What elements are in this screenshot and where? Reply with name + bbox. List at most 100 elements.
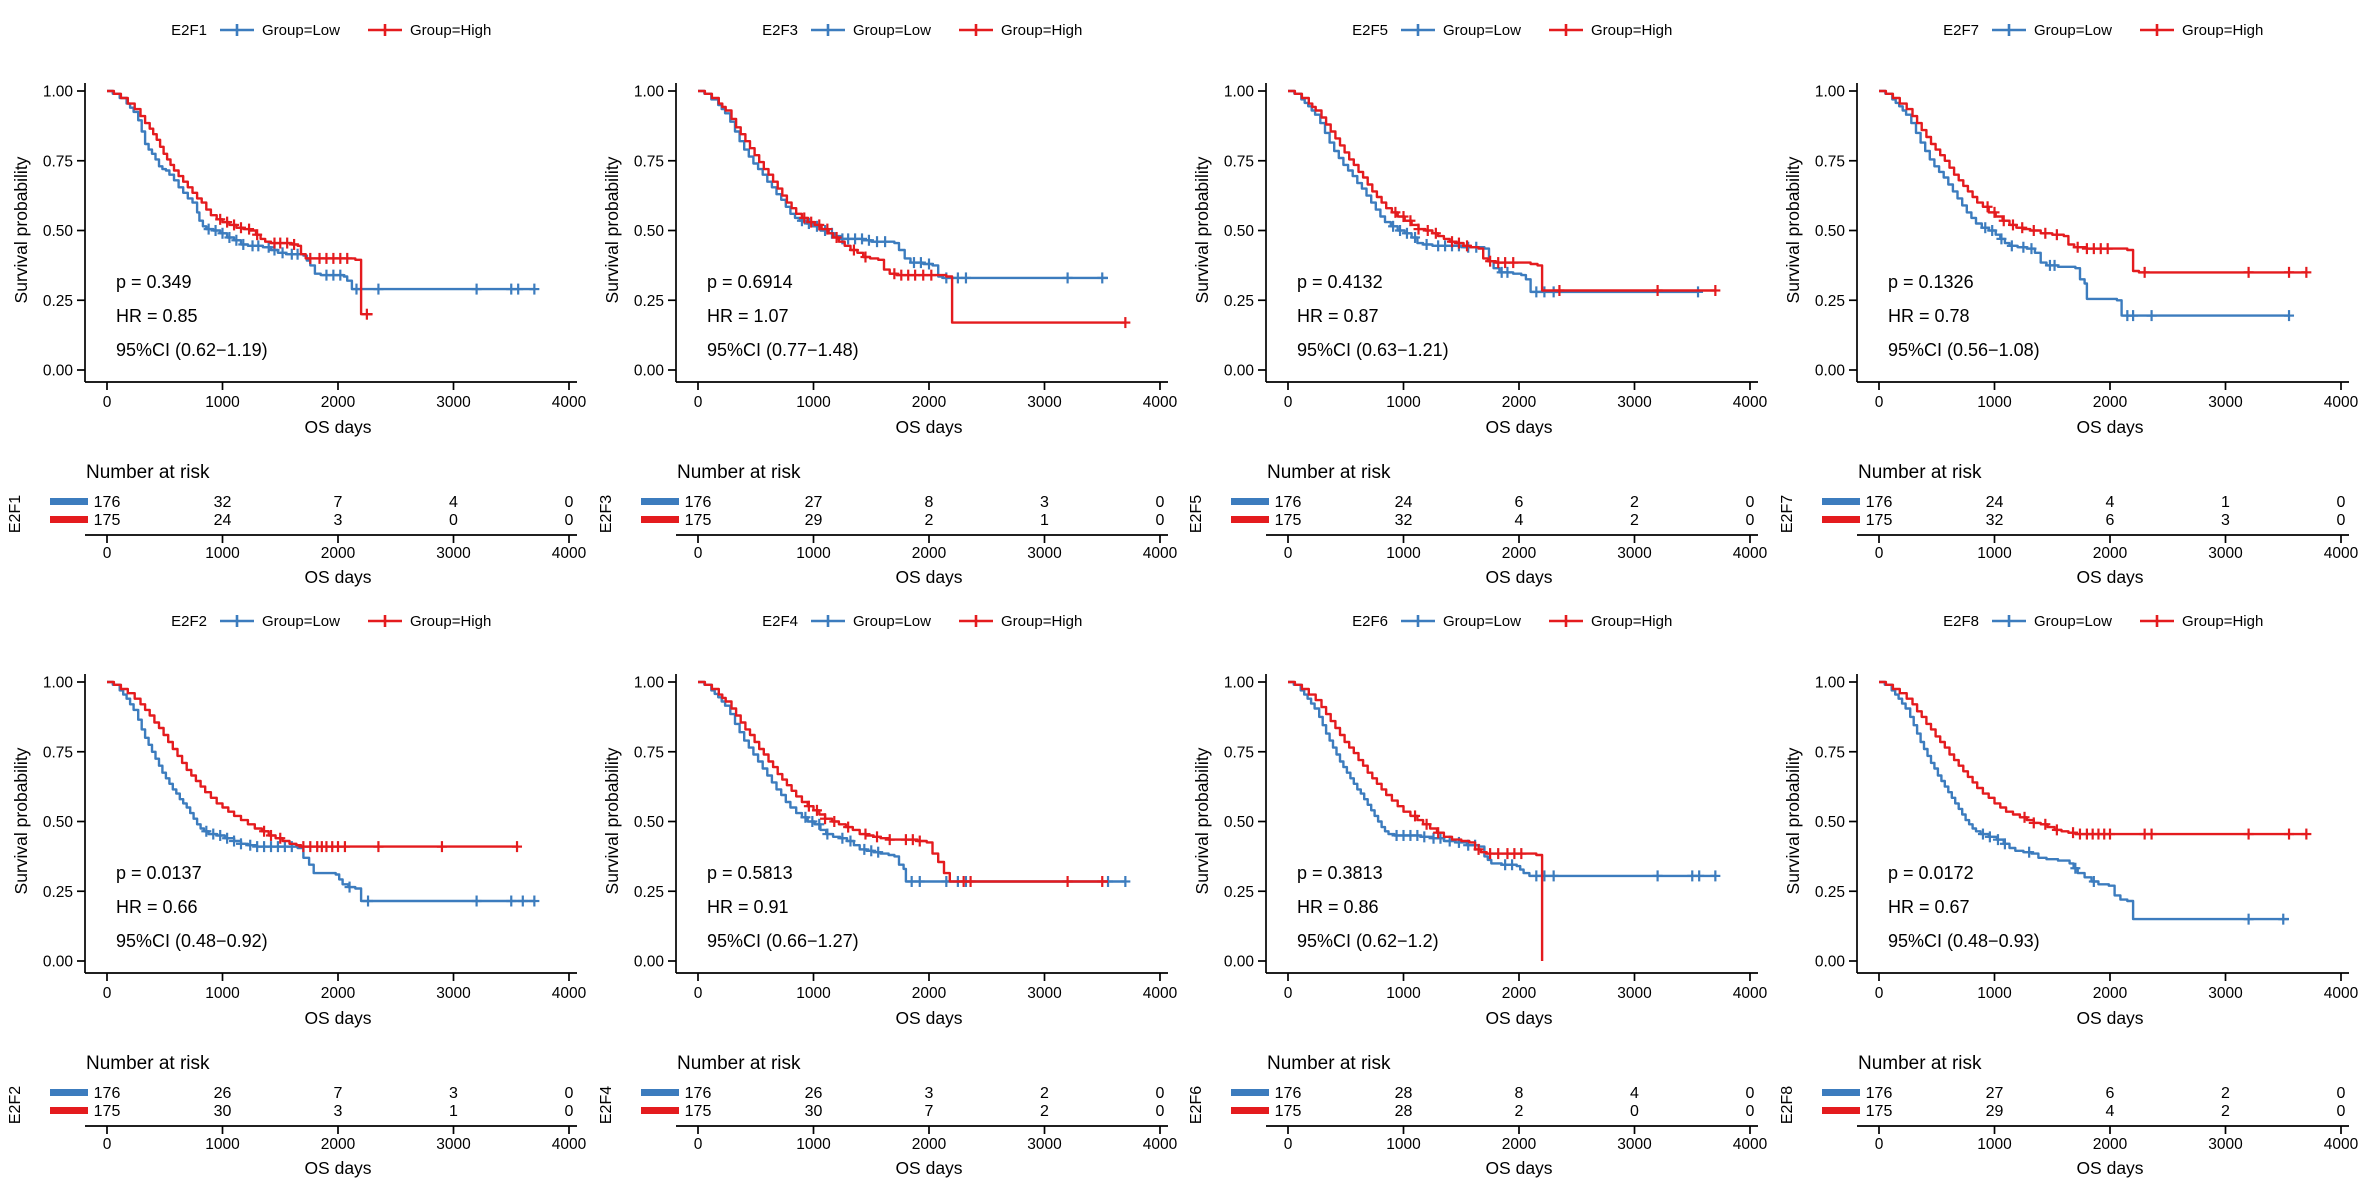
x-tick-label: 2000 — [321, 394, 356, 411]
legend-high-label: Group=High — [1001, 613, 1082, 630]
risk-tick-label: 4000 — [1142, 1136, 1177, 1153]
survival-curves — [1288, 89, 1721, 298]
p-value-text: p = 0.4132 — [1297, 272, 1383, 292]
risk-count-high: 30 — [804, 1103, 822, 1120]
legend-high-label: Group=High — [1001, 22, 1082, 39]
censor-marks-high — [2019, 811, 2311, 840]
legend-high-key — [1549, 24, 1583, 36]
stats-annotation: p = 0.6914 HR = 1.07 95%CI (0.77−1.48) — [707, 272, 859, 360]
ci-text: 95%CI (0.48−0.93) — [1888, 931, 2040, 951]
risk-tick-label: 1000 — [796, 1136, 831, 1153]
risk-count-low: 0 — [1746, 1085, 1755, 1102]
x-axis-title: OS days — [304, 1008, 371, 1028]
km-plot-e2f6: E2F6 Group=Low Group=High 1.00 0.75 0.50 0.25 0… — [1188, 613, 1768, 1178]
x-tick-label: 1000 — [1386, 394, 1421, 411]
risk-count-low: 2 — [1630, 494, 1639, 511]
risk-row-key-low — [1821, 1088, 1860, 1096]
legend-low-label: Group=Low — [262, 613, 340, 630]
x-tick-label: 3000 — [1027, 394, 1062, 411]
legend-low-key — [220, 24, 254, 36]
x-tick-label: 0 — [1874, 985, 1883, 1002]
risk-row-key-high — [50, 1106, 88, 1114]
panel-title: E2F5 — [1352, 22, 1388, 39]
risk-count-high: 175 — [1865, 1103, 1892, 1120]
y-axis: 1.00 0.75 0.50 0.25 0.00 Survival probability — [11, 673, 86, 973]
survival-curve-high — [697, 680, 1108, 883]
x-axis: 0 1000 2000 3000 4000 OS days — [85, 381, 587, 437]
ci-text: 95%CI (0.56−1.08) — [1888, 340, 2040, 360]
risk-count-high: 0 — [2336, 1103, 2345, 1120]
km-panel-e2f5: E2F5 Group=Low Group=High 1.00 0.75 0.50 0.25 0… — [1181, 0, 1772, 591]
legend-low-label: Group=Low — [1443, 22, 1521, 39]
y-tick-label: 1.00 — [1224, 674, 1255, 691]
risk-count-low: 28 — [1395, 1085, 1413, 1102]
risk-tick-label: 0 — [1284, 1136, 1293, 1153]
risk-table-header: Number at risk — [86, 1053, 210, 1074]
stats-annotation: p = 0.3813 HR = 0.86 95%CI (0.62−1.2) — [1297, 863, 1439, 951]
x-tick-label: 3000 — [436, 985, 471, 1002]
y-axis-title: Survival probability — [1783, 156, 1803, 303]
risk-count-high: 175 — [684, 1103, 711, 1120]
risk-table-header: Number at risk — [1858, 462, 1982, 483]
y-tick-label: 0.25 — [1224, 293, 1254, 310]
legend-high-key — [1549, 614, 1583, 627]
y-axis: 1.00 0.75 0.50 0.25 0.00 Survival probability — [602, 673, 677, 973]
risk-tick-label: 2000 — [2092, 545, 2127, 562]
x-axis-title: OS days — [2076, 1008, 2143, 1028]
y-axis-title: Survival probability — [11, 747, 31, 894]
y-tick-label: 0.75 — [1224, 153, 1254, 170]
risk-table-header: Number at risk — [86, 462, 210, 483]
y-tick-label: 0.75 — [43, 153, 73, 170]
risk-count-low: 7 — [334, 494, 343, 511]
x-tick-label: 1000 — [796, 985, 831, 1002]
x-axis: 0 1000 2000 3000 4000 OS days — [1266, 381, 1768, 437]
risk-tick-label: 3000 — [1617, 545, 1652, 562]
y-tick-label: 1.00 — [43, 674, 74, 691]
legend-low-key — [1991, 614, 2026, 627]
y-tick-label: 0.75 — [43, 744, 73, 761]
risk-count-high: 0 — [1746, 1103, 1755, 1120]
risk-tick-label: 2000 — [911, 1136, 946, 1153]
x-tick-label: 1000 — [1977, 985, 2012, 1002]
legend-low-key — [810, 24, 845, 36]
risk-count-high: 28 — [1395, 1103, 1413, 1120]
y-tick-label: 0.00 — [1814, 953, 1845, 970]
y-tick-label: 0.25 — [1814, 883, 1844, 900]
y-tick-label: 0.25 — [1224, 883, 1254, 900]
y-tick-label: 1.00 — [1814, 674, 1845, 691]
km-panel-e2f3: E2F3 Group=Low Group=High 1.00 0.75 0.50 0.25 0… — [591, 0, 1182, 591]
risk-tick-label: 0 — [1874, 1136, 1883, 1153]
y-tick-label: 0.75 — [633, 153, 663, 170]
x-axis: 0 1000 2000 3000 4000 OS days — [85, 971, 587, 1028]
risk-tick-label: 3000 — [1617, 1136, 1652, 1153]
x-axis-title: OS days — [1485, 417, 1552, 437]
survival-curve-high — [1288, 89, 1716, 292]
risk-count-low: 4 — [2105, 494, 2114, 511]
legend: E2F2 Group=Low Group=High — [171, 613, 491, 630]
risk-count-low: 4 — [449, 494, 458, 511]
risk-count-low: 24 — [1395, 494, 1413, 511]
km-plot-e2f3: E2F3 Group=Low Group=High 1.00 0.75 0.50 0.25 0… — [598, 22, 1178, 587]
risk-strip-gene-label: E2F5 — [1188, 495, 1205, 533]
risk-count-low: 32 — [214, 494, 232, 511]
legend-low-label: Group=Low — [1443, 613, 1521, 630]
risk-count-high: 4 — [2105, 1103, 2114, 1120]
risk-count-high: 0 — [449, 512, 458, 529]
risk-count-high: 2 — [1515, 1103, 1524, 1120]
x-tick-label: 4000 — [1733, 985, 1768, 1002]
risk-count-high: 7 — [924, 1103, 933, 1120]
risk-count-low: 8 — [1515, 1085, 1524, 1102]
panel-title: E2F4 — [762, 613, 798, 630]
x-axis: 0 1000 2000 3000 4000 OS days — [1266, 971, 1768, 1028]
x-tick-label: 4000 — [2323, 985, 2358, 1002]
risk-count-high: 0 — [1630, 1103, 1639, 1120]
x-tick-label: 2000 — [911, 394, 946, 411]
km-panel-e2f4: E2F4 Group=Low Group=High 1.00 0.75 0.50 0.25 0… — [591, 591, 1182, 1181]
risk-count-low: 3 — [924, 1085, 933, 1102]
ci-text: 95%CI (0.62−1.19) — [116, 340, 268, 360]
